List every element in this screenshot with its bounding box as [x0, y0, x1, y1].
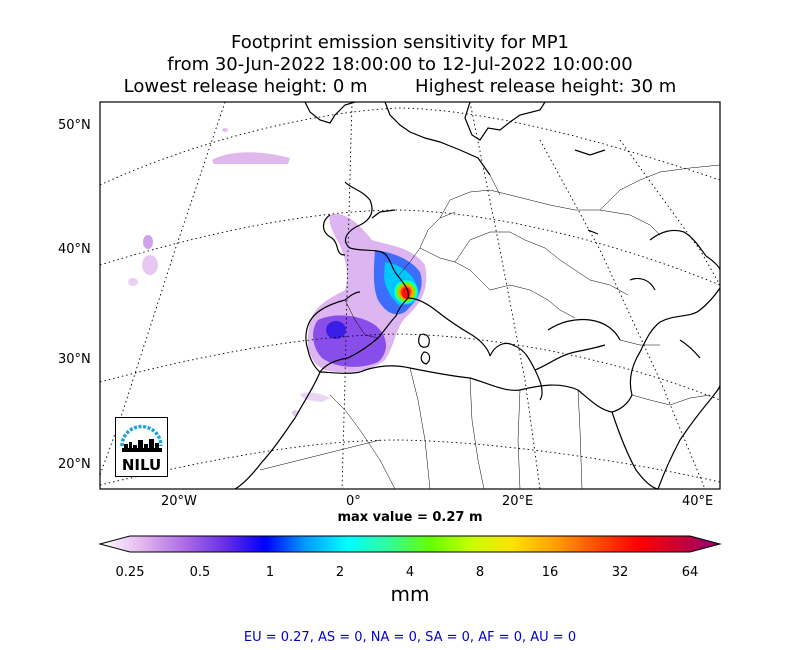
- map-title-line-1: Footprint emission sensitivity for MP1: [230, 32, 569, 53]
- colorbar-tick: 1: [265, 565, 275, 580]
- colorbar: [98, 535, 722, 553]
- nilu-logo-icon: [120, 424, 163, 452]
- country-borders: [259, 164, 720, 489]
- colorbar-tick: 4: [405, 565, 415, 580]
- colorbar-unit: mm: [390, 582, 430, 606]
- map-frame: [99, 101, 721, 490]
- lat-label-30n: 30°N: [58, 352, 91, 367]
- lat-label-20n: 20°N: [58, 457, 91, 472]
- colorbar-tick: 64: [681, 565, 699, 580]
- colorbar-ticks: 0.25 0.5 1 2 4 8 16 32 64: [0, 565, 800, 585]
- colorbar-tick: 16: [541, 565, 559, 580]
- region-summary: EU = 0.27, AS = 0, NA = 0, SA = 0, AF = …: [243, 630, 577, 645]
- sensitivity-plume: [128, 128, 427, 416]
- lon-label-20e: 20°E: [502, 494, 534, 509]
- nilu-logo: NILU: [115, 417, 168, 477]
- graticule: [100, 102, 720, 489]
- map-title-line-3: Lowest release height: 0 m Highest relea…: [0, 76, 800, 98]
- colorbar-tick: 2: [335, 565, 345, 580]
- highest-release-height: Highest release height: 30 m: [415, 76, 677, 97]
- lon-label-0: 0°: [346, 494, 361, 509]
- map-title-line-2: from 30-Jun-2022 18:00:00 to 12-Jul-2022…: [167, 54, 633, 75]
- lat-label-50n: 50°N: [58, 118, 91, 133]
- colorbar-tick: 0.25: [115, 565, 145, 580]
- lowest-release-height: Lowest release height: 0 m: [123, 76, 368, 97]
- max-value-label: max value = 0.27 m: [337, 510, 483, 525]
- lon-label-20w: 20°W: [161, 494, 197, 509]
- colorbar-tick: 8: [475, 565, 485, 580]
- nilu-logo-text: NILU: [121, 456, 162, 474]
- map-content: [100, 102, 720, 489]
- colorbar-tick: 0.5: [189, 565, 211, 580]
- colorbar-tick: 32: [611, 565, 629, 580]
- coastlines: [234, 102, 720, 489]
- lat-label-40n: 40°N: [58, 242, 91, 257]
- lon-label-40e: 40°E: [682, 494, 714, 509]
